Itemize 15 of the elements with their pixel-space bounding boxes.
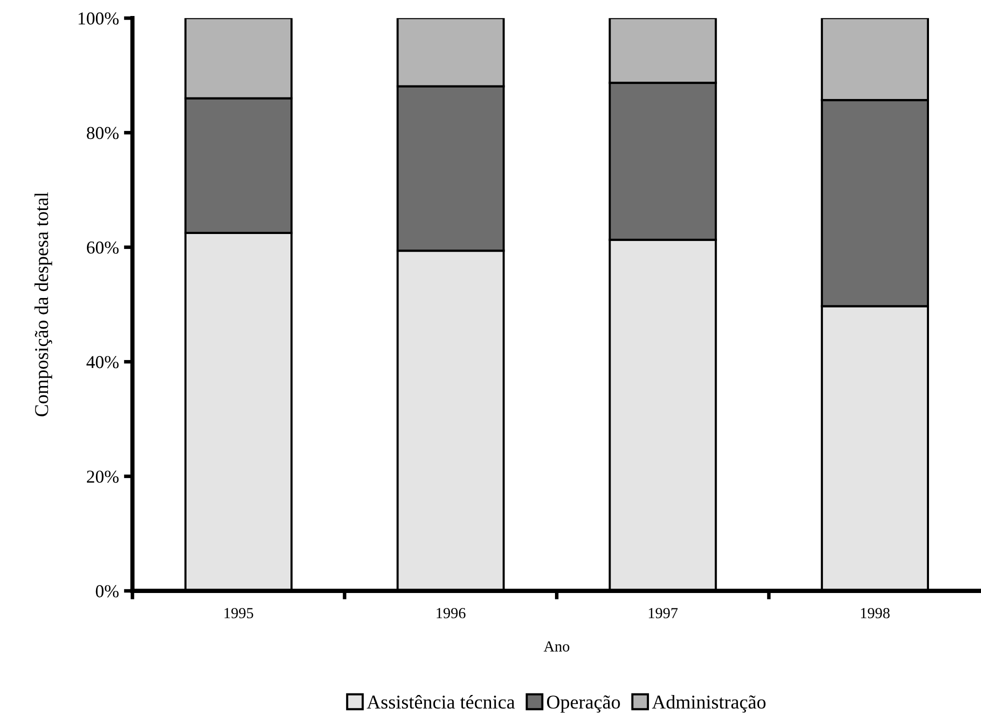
x-tick-label: 1998 (860, 608, 890, 618)
y-tick-label: 0% (96, 585, 119, 598)
x-tick-label: 1995 (224, 608, 254, 618)
legend-label: Operação (547, 695, 620, 713)
y-tick-label: 60% (86, 241, 119, 254)
y-tick-label: 100% (78, 12, 119, 25)
legend-label: Administração (652, 694, 766, 713)
x-tick-label: 1996 (436, 608, 466, 618)
y-axis-title: Composição da despesa total (34, 192, 52, 416)
legend-label: Assistência técnica (366, 694, 515, 709)
y-tick-label: 40% (86, 356, 119, 368)
x-axis-title: Ano (544, 641, 570, 652)
y-tick-label: 80% (86, 126, 119, 140)
y-tick-label: 20% (86, 470, 119, 483)
x-tick-label: 1997 (648, 608, 678, 618)
